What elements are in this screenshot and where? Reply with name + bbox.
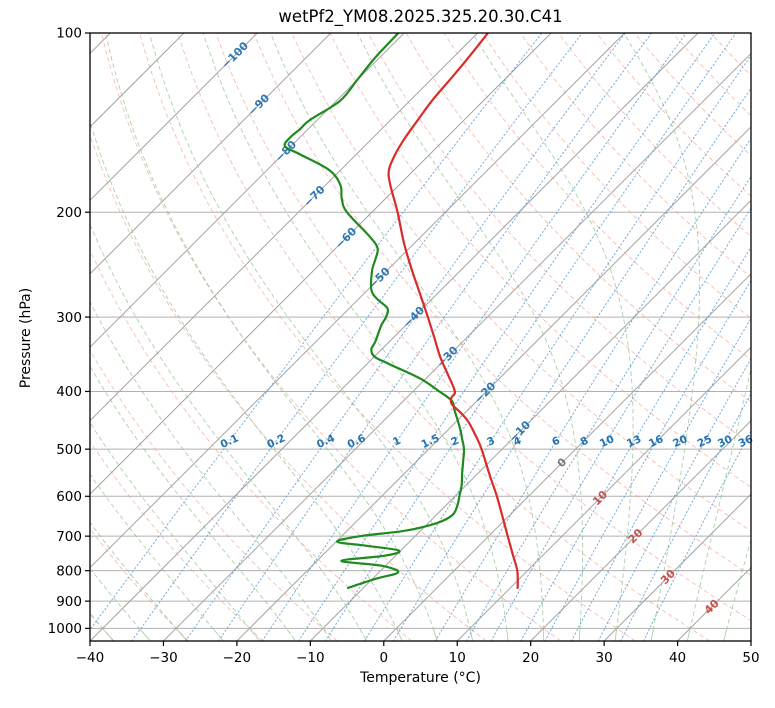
y-tick-label: 400 <box>56 384 82 400</box>
y-tick-label: 100 <box>56 26 82 42</box>
line-labels: −100−90−80−70−60−50−40−30−20−10010203040… <box>219 39 755 617</box>
y-tick-label: 300 <box>56 310 82 326</box>
mixing-ratio-label: 6 <box>550 435 562 449</box>
x-tick-label: 50 <box>742 650 759 666</box>
mixing-ratio-label: 2 <box>449 435 461 449</box>
mixing-ratio-label: 13 <box>625 433 643 450</box>
mixing-ratio-label: 0.6 <box>346 432 368 451</box>
isotherm-lines <box>90 33 751 641</box>
x-tick-label: 30 <box>596 650 613 666</box>
x-tick-label: −40 <box>76 650 105 666</box>
mixing-ratio-label: 0.2 <box>265 432 287 451</box>
y-axis-label: Pressure (hPa) <box>18 287 34 389</box>
y-tick-label: 500 <box>56 442 82 458</box>
y-tick-label: 200 <box>56 205 82 221</box>
mixing-ratio-label: 3 <box>485 435 497 449</box>
y-tick-label: 800 <box>56 563 82 579</box>
x-tick-label: 20 <box>522 650 539 666</box>
y-tick-label: 700 <box>56 529 82 545</box>
mixing-ratio-label: 1 <box>391 435 403 449</box>
mixing-ratio-label: 4 <box>512 435 524 449</box>
x-tick-label: −20 <box>223 650 252 666</box>
x-tick-label: −10 <box>296 650 325 666</box>
mixing-ratio-label: 30 <box>716 433 734 450</box>
x-axis-label: Temperature (°C) <box>360 670 481 686</box>
temperature-curve <box>387 33 519 589</box>
x-tick-label: 10 <box>449 650 466 666</box>
dewpoint-curve <box>283 33 466 589</box>
mixing-ratio-label: 20 <box>671 433 689 450</box>
chart-title: wetPf2_YM08.2025.325.20.30.C41 <box>278 7 563 26</box>
mixing-ratio-label: 25 <box>696 433 714 450</box>
mixing-ratio-label: 16 <box>647 433 665 450</box>
mixing-ratio-lines <box>90 33 751 641</box>
y-tick-label: 600 <box>56 489 82 505</box>
mixing-ratio-label: 8 <box>579 435 591 449</box>
moist-adiabats <box>90 33 751 641</box>
x-tick-label: −30 <box>149 650 178 666</box>
pressure-gridlines <box>90 33 751 629</box>
dry-adiabats <box>90 33 751 641</box>
x-tick-label: 40 <box>669 650 686 666</box>
x-tick-label: 0 <box>379 650 388 666</box>
mixing-ratio-label: 0.4 <box>315 432 337 451</box>
y-tick-label: 1000 <box>48 621 82 637</box>
mixing-ratio-label: 36 <box>737 433 755 450</box>
mixing-ratio-label: 1.5 <box>419 432 441 451</box>
mixing-ratio-label: 10 <box>598 433 616 450</box>
y-tick-label: 900 <box>56 594 82 610</box>
